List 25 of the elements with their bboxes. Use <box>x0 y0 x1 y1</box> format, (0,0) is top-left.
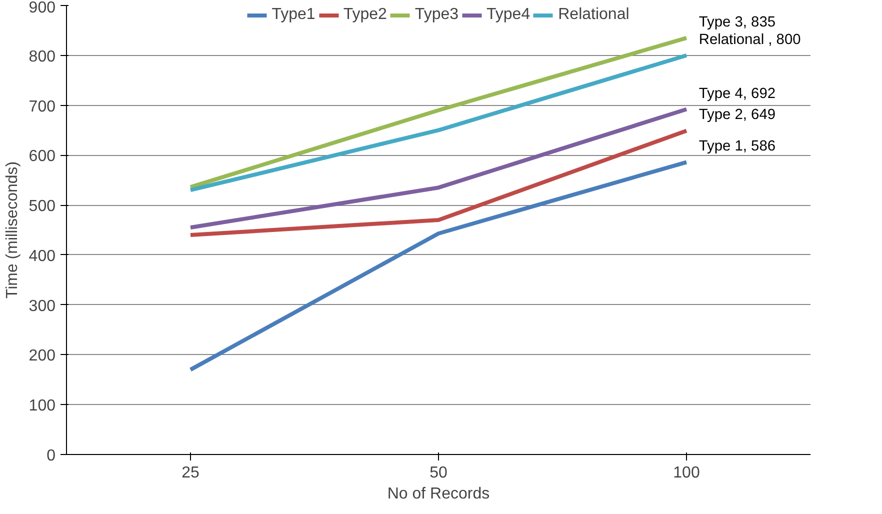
x-tick-label: 25 <box>182 464 200 482</box>
x-axis-title: No of Records <box>387 486 490 502</box>
annotation: Type 2, 649 <box>698 107 776 124</box>
legend-label: Type2 <box>343 6 387 24</box>
x-tick-label: 100 <box>673 464 700 482</box>
annotation: Relational , 800 <box>698 32 801 48</box>
y-tick-label: 200 <box>28 348 56 365</box>
annotation: Type 3, 835 <box>698 14 776 30</box>
annotation: Type 4, 692 <box>698 86 776 102</box>
annotation: Type 1, 586 <box>698 138 776 155</box>
legend-label: Type4 <box>486 6 530 24</box>
y-tick-label: 0 <box>46 448 56 464</box>
y-tick-label: 600 <box>28 148 56 166</box>
y-tick-label: 800 <box>28 48 56 66</box>
y-tick-label: 100 <box>28 398 56 415</box>
y-axis-title: Time (milliseconds) <box>4 161 21 299</box>
legend-label: Type1 <box>272 6 316 24</box>
y-tick-label: 900 <box>28 0 56 16</box>
y-tick-label: 400 <box>28 248 56 265</box>
y-tick-label: 500 <box>28 198 56 216</box>
legend-label: Relational <box>558 6 630 24</box>
x-tick-label: 50 <box>430 464 448 482</box>
y-tick-label: 300 <box>28 298 56 315</box>
y-tick-label: 700 <box>28 98 56 116</box>
legend-label: Type3 <box>414 6 459 24</box>
